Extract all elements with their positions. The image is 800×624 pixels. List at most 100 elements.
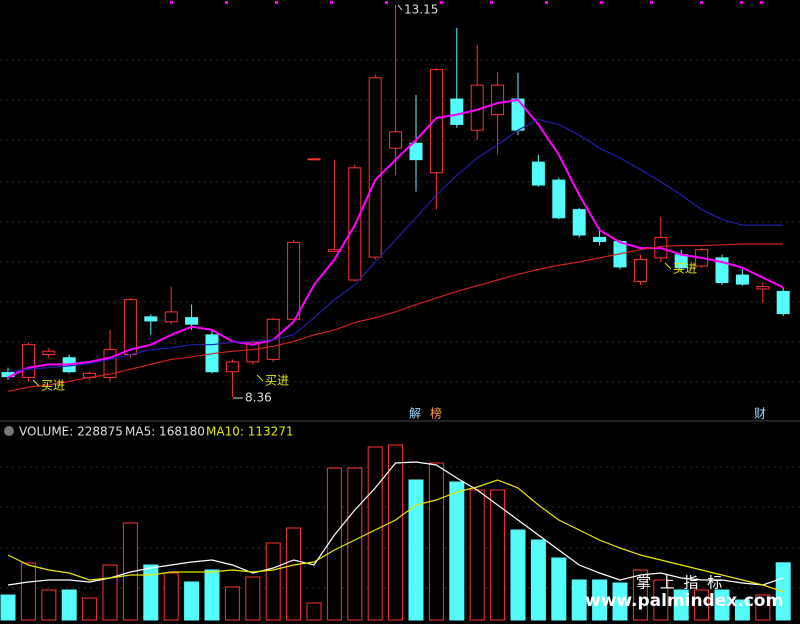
volume-bar: [163, 572, 179, 621]
candle-body: [735, 274, 749, 285]
top-dot: [225, 1, 228, 4]
top-dot: [545, 1, 548, 4]
top-dot: [170, 1, 173, 4]
top-dot: [330, 1, 333, 4]
top-dot: [385, 1, 388, 4]
event-marker: 榜: [430, 406, 442, 421]
legend-volume: VOLUME: 228875: [19, 425, 123, 439]
top-dot: [740, 1, 743, 4]
annotation: 买进: [41, 379, 65, 393]
volume-bar: [61, 589, 77, 621]
ma-line: [7, 461, 784, 586]
candle-body: [593, 236, 607, 243]
candle-body: [450, 98, 464, 125]
volume-bar: [653, 579, 669, 621]
volume-bar: [694, 589, 710, 621]
candle-body: [756, 286, 770, 290]
candle-body: [368, 77, 382, 258]
annotation: 8.36: [245, 391, 272, 405]
candle-body: [633, 259, 647, 283]
candle-body: [287, 241, 301, 320]
watermark-url: www.palmindex.com: [585, 591, 783, 611]
volume-bar: [612, 582, 628, 621]
legend-ma10: MA10: 113271: [206, 425, 294, 439]
annotation: 买进: [673, 262, 697, 276]
candle-body: [715, 257, 729, 283]
volume-bar: [592, 579, 608, 621]
volume-bar: [143, 564, 159, 621]
volume-bar: [0, 594, 16, 621]
volume-bar: [673, 589, 689, 621]
volume-bar: [245, 576, 261, 621]
price-panel: [1, 4, 790, 398]
volume-bar: [347, 467, 363, 621]
candle-body: [531, 161, 545, 186]
volume-bar: [265, 542, 281, 621]
candle-body: [307, 158, 321, 161]
candle-body: [164, 311, 178, 323]
ma-line: [7, 479, 784, 593]
annotation: 13.15: [404, 3, 438, 17]
top-dot: [760, 1, 763, 4]
candle-body: [246, 341, 260, 363]
candle-body: [225, 361, 239, 373]
top-dot: [440, 1, 443, 4]
top-dot: [600, 1, 603, 4]
volume-bar: [204, 569, 220, 621]
volume-bar: [102, 564, 118, 621]
annotation-arrow: [664, 262, 672, 270]
volume-bar: [20, 562, 36, 621]
volume-bar: [469, 489, 485, 621]
annotation-arrow: [397, 4, 403, 11]
ma-line: [7, 118, 784, 373]
volume-bar: [714, 589, 730, 621]
legend-ma5: MA5: 168180: [125, 425, 205, 439]
candle-body: [21, 344, 35, 378]
volume-bar: [286, 527, 302, 621]
volume-bar: [326, 467, 342, 621]
candle-body: [429, 69, 443, 174]
candle-body: [144, 316, 158, 322]
volume-panel: [0, 444, 791, 621]
candle-body: [491, 84, 505, 116]
volume-bar: [41, 589, 57, 621]
volume-bar: [367, 446, 383, 621]
volume-bar: [490, 489, 506, 621]
candle-body: [185, 317, 199, 325]
volume-bar: [530, 539, 546, 621]
candle-body: [42, 350, 56, 356]
candle-body: [389, 131, 403, 149]
candle-body: [572, 209, 586, 236]
volume-bar: [449, 481, 465, 621]
annotations: 13.158.36买进 买进买进解榜财: [32, 3, 766, 421]
watermark-title: 掌 上 指 标: [636, 574, 724, 592]
annotation: 买进: [265, 374, 289, 388]
volume-bar: [306, 602, 322, 621]
event-marker: 财: [754, 407, 766, 421]
top-dot: [650, 1, 653, 4]
volume-bar: [428, 462, 444, 621]
volume-bar: [755, 594, 771, 621]
annotation-arrow: [32, 379, 40, 387]
top-dot: [275, 1, 278, 4]
volume-bar: [82, 597, 98, 621]
volume-bar: [388, 444, 404, 621]
candle-body: [123, 299, 137, 356]
event-marker: 解: [409, 407, 421, 421]
volume-bar: [224, 586, 240, 621]
volume-bar: [510, 529, 526, 621]
candle-body: [776, 290, 790, 315]
candle-body: [409, 142, 423, 161]
collapse-icon[interactable]: [4, 426, 14, 436]
annotation-arrow: [256, 374, 264, 382]
volume-bar: [551, 557, 567, 621]
top-dot: [700, 1, 703, 4]
volume-bar: [734, 599, 750, 621]
candle-body: [552, 179, 566, 219]
volume-bar: [571, 579, 587, 621]
top-dot: [490, 1, 493, 4]
volume-bar: [408, 479, 424, 621]
ma-line: [7, 243, 784, 392]
volume-bar: [184, 581, 200, 621]
